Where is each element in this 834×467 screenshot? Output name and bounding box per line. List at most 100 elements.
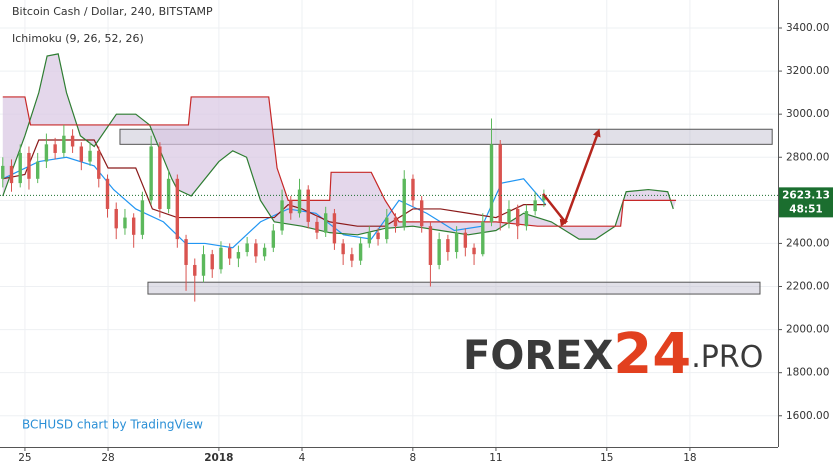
y-tick-label: 2000.00	[786, 324, 829, 336]
candle-body	[481, 221, 485, 255]
candle-body	[524, 211, 529, 227]
candle-body	[166, 178, 171, 209]
candle-body	[463, 232, 468, 248]
candle-body	[140, 200, 145, 235]
candle-body	[9, 165, 14, 184]
candle-body	[402, 178, 406, 227]
candle-body	[542, 195, 546, 201]
chart-title: Bitcoin Cash / Dollar, 240, BITSTAMP	[12, 5, 213, 18]
source: BCHUSD chart by TradingView	[22, 418, 203, 432]
candle-body	[446, 239, 450, 253]
candle-body	[358, 243, 363, 261]
candle-body	[201, 254, 206, 276]
y-tick-label: 1600.00	[786, 410, 829, 422]
candle-body	[350, 254, 354, 261]
zone	[147, 281, 761, 295]
x-tick-label: 15	[600, 452, 613, 464]
indicator-label: Ichimoku (9, 26, 52, 26)	[12, 32, 144, 45]
candle-body	[62, 135, 66, 153]
logo-number: 24	[613, 322, 691, 387]
candle-body	[515, 208, 520, 227]
axes: 1600.001800.002000.002200.002400.002600.…	[18, 22, 833, 464]
arrow	[542, 128, 601, 227]
candle-body	[184, 239, 188, 265]
candle-body	[131, 217, 136, 235]
y-tick-label: 1800.00	[786, 367, 829, 379]
logo-word: FOREX	[463, 333, 613, 379]
candle-body	[105, 178, 110, 209]
logo-suffix: .PRO	[691, 340, 763, 375]
candle-body	[27, 152, 31, 179]
candle-body	[533, 200, 537, 212]
x-tick-label: 18	[683, 452, 696, 464]
last-price-label: 2623.13	[782, 189, 830, 201]
candle-body	[428, 226, 433, 265]
indicator-line	[2, 53, 674, 240]
candle-body	[297, 189, 302, 214]
candle-body	[315, 221, 319, 233]
y-tick-label: 3200.00	[786, 65, 829, 77]
candle-body	[367, 232, 372, 244]
cloud	[2, 53, 677, 240]
logo-text: FOREX24.PRO	[463, 322, 763, 387]
candle-body	[227, 247, 232, 259]
candle-body	[498, 144, 502, 222]
candle-body	[210, 254, 214, 270]
candle-body	[123, 217, 127, 229]
x-tick-label: 8	[409, 452, 416, 464]
candle-body	[411, 178, 415, 201]
y-tick-label: 2800.00	[786, 151, 829, 163]
candle-body	[79, 146, 84, 162]
candle-body	[262, 247, 267, 257]
candle-body	[18, 152, 22, 184]
candle-body	[472, 247, 476, 255]
y-tick-label: 2200.00	[786, 281, 829, 293]
x-tick-label: 11	[489, 452, 502, 464]
x-tick-label: 28	[101, 452, 114, 464]
candle-body	[454, 232, 459, 253]
candle-body	[158, 146, 162, 209]
candle-body	[149, 146, 153, 201]
y-tick-label: 3400.00	[786, 22, 829, 34]
candle-body	[245, 243, 249, 253]
candle-body	[70, 135, 75, 147]
y-tick-label: 3000.00	[786, 108, 829, 120]
candle-body	[323, 213, 328, 233]
candle-body	[236, 252, 241, 259]
candle-body	[289, 200, 293, 214]
candle-body	[175, 178, 180, 240]
candle-body	[385, 217, 389, 240]
candle-body	[419, 200, 424, 227]
zone	[119, 128, 773, 145]
candle-body	[332, 213, 337, 244]
candle-body	[219, 247, 223, 270]
y-tick-label: 2400.00	[786, 237, 829, 249]
candle-body	[35, 161, 40, 179]
x-tick-label: 2018	[204, 452, 233, 464]
x-tick-label: 25	[18, 452, 31, 464]
candle-body	[306, 189, 310, 222]
countdown: 48:51	[789, 203, 822, 215]
candle-body	[393, 217, 398, 227]
x-tick-label: 4	[299, 452, 306, 464]
candle-body	[489, 144, 494, 222]
plot	[0, 53, 778, 302]
last-price-box	[779, 187, 833, 218]
candle-body	[271, 230, 276, 248]
candle-body	[437, 239, 441, 265]
candle-body	[507, 208, 511, 222]
candle-body	[53, 144, 57, 153]
indicator-line	[2, 156, 547, 249]
candle-body	[193, 264, 197, 276]
candle-body	[280, 200, 284, 231]
candle-body	[341, 243, 345, 255]
candle-body	[44, 144, 49, 162]
candle-body	[254, 243, 258, 257]
candle-body	[376, 232, 380, 240]
candle-body	[97, 150, 101, 179]
candle-body	[88, 150, 92, 162]
candle-body	[1, 165, 5, 179]
